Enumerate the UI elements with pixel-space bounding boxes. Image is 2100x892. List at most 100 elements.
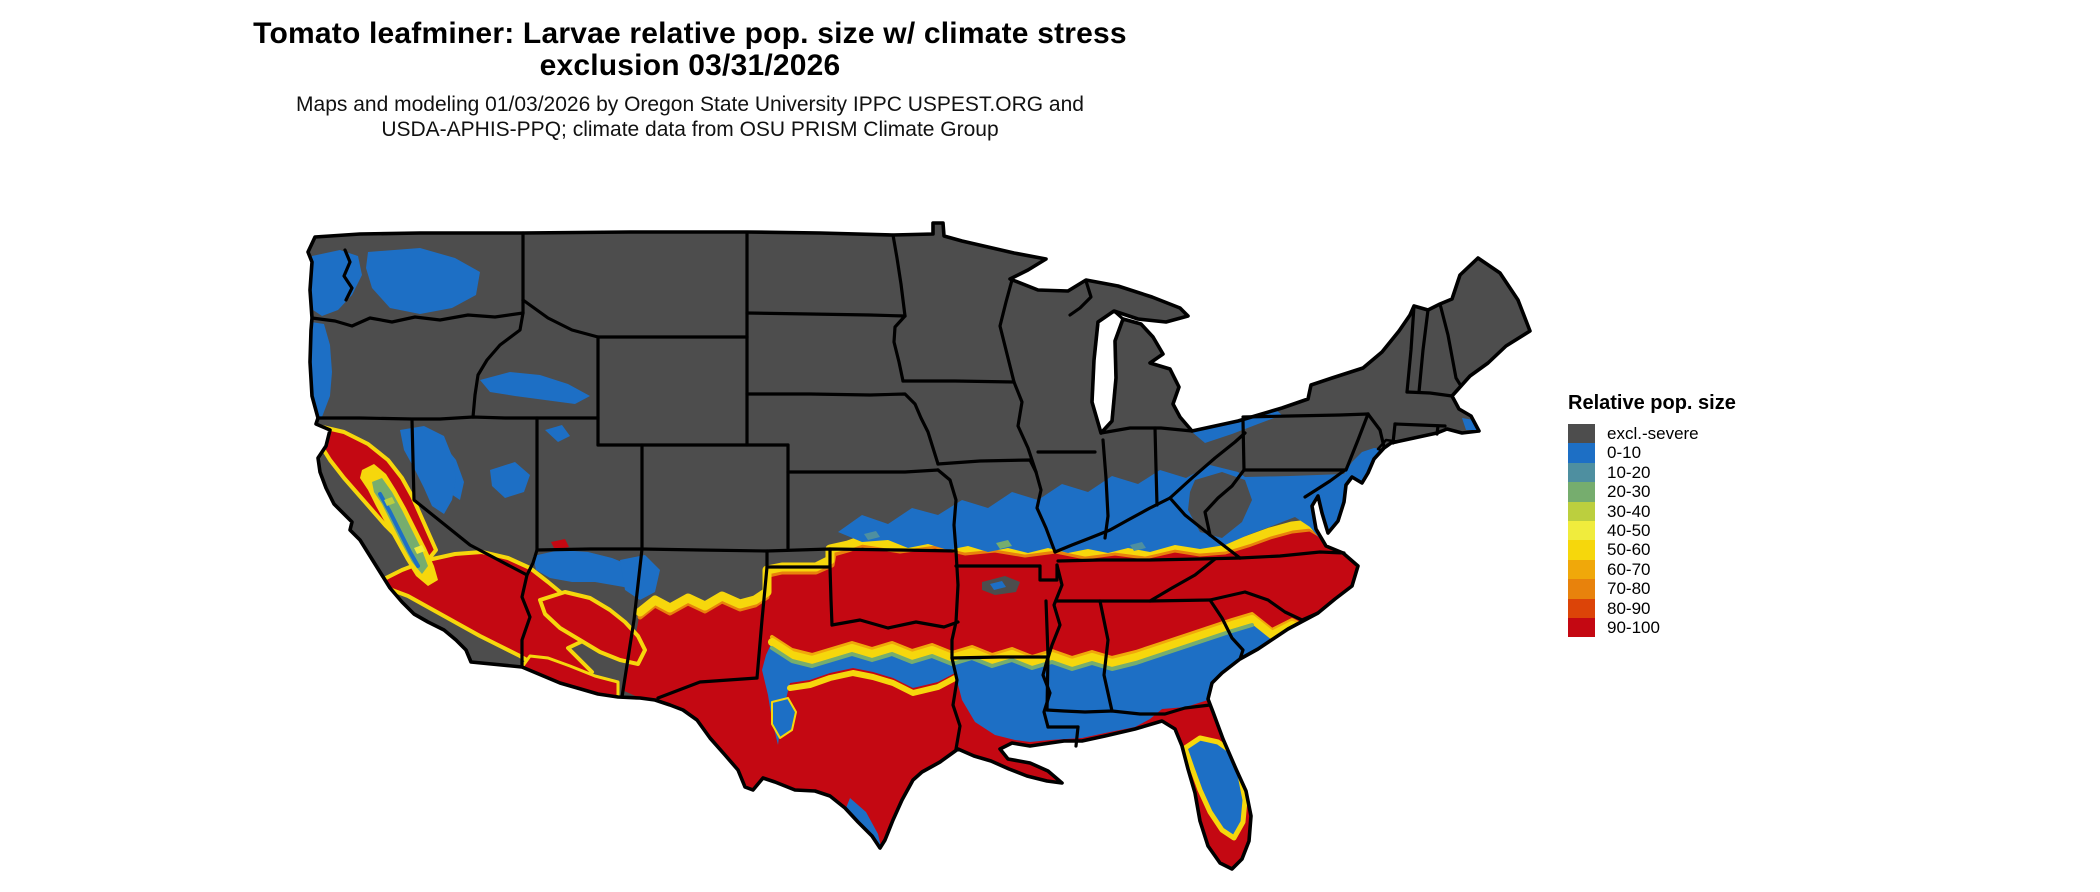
legend-swatch	[1568, 501, 1595, 521]
legend-swatch	[1568, 579, 1595, 599]
raster-zone-25	[1228, 879, 1238, 884]
legend-label: 60-70	[1607, 559, 1651, 579]
state-border-54	[1034, 470, 1057, 554]
state-border-3	[471, 311, 525, 419]
raster-zone-48	[414, 545, 425, 554]
population-raster-overlays	[310, 248, 1477, 884]
legend-item: 80-90	[1568, 598, 1798, 618]
state-border-47	[1238, 550, 1346, 560]
legend-item: 10-20	[1568, 462, 1798, 483]
state-border-65	[1366, 412, 1386, 449]
conus-outline	[306, 221, 1532, 871]
legend-swatch	[1568, 482, 1595, 502]
map-legend: Relative pop. size excl.-severe 0-10 10-20…	[1568, 392, 1798, 638]
legend-swatch	[1568, 559, 1595, 580]
legend-item: 20-30	[1568, 482, 1798, 502]
raster-zone-10	[996, 540, 1012, 549]
legend-swatch	[1568, 598, 1595, 618]
state-border-23	[830, 618, 960, 630]
state-border-19	[656, 676, 759, 700]
state-border-45	[1110, 703, 1212, 716]
legend-swatch	[1568, 443, 1595, 463]
legend-label: 30-40	[1607, 501, 1651, 521]
state-border-4	[316, 415, 600, 421]
raster-zone-11	[1130, 542, 1146, 551]
state-border-43	[1045, 708, 1114, 714]
raster-zone-42	[551, 539, 569, 550]
state-border-22	[828, 565, 834, 627]
raster-zone-31	[490, 462, 530, 498]
raster-zone-33	[376, 550, 594, 686]
state-border-16	[620, 547, 644, 699]
raster-zone-35	[538, 590, 647, 666]
state-border-29	[745, 392, 940, 466]
legend-swatch	[1568, 520, 1595, 541]
state-border-44	[1098, 599, 1114, 713]
legend-label: 10-20	[1607, 462, 1651, 482]
raster-zone-44	[401, 628, 410, 635]
state-border-31	[786, 468, 940, 474]
state-border-66	[1344, 412, 1370, 472]
state-border-56	[1101, 438, 1110, 540]
legend-item: 50-60	[1568, 540, 1798, 560]
state-border-26	[891, 233, 907, 318]
state-border-60	[1168, 496, 1242, 560]
legend-label: 50-60	[1607, 540, 1651, 560]
map-title-line2: exclusion 03/31/2026	[539, 49, 841, 82]
raster-zone-47	[384, 497, 395, 506]
state-border-24	[954, 549, 960, 624]
state-border-49	[1148, 557, 1217, 603]
state-border-37	[950, 620, 958, 660]
state-border-51	[1208, 598, 1245, 661]
legend-label: excl.-severe	[1607, 424, 1699, 443]
raster-zone-3	[838, 448, 1384, 553]
national-outline	[306, 221, 1532, 871]
state-border-61	[1203, 468, 1246, 537]
raster-zone-17	[768, 615, 1312, 667]
state-border-69	[1405, 390, 1454, 398]
raster-zone-2	[635, 519, 1339, 617]
legend-item: 30-40	[1568, 501, 1798, 521]
state-border-73	[1391, 422, 1397, 445]
state-border-7	[535, 547, 958, 553]
legend-swatch	[1568, 424, 1595, 444]
state-border-32	[936, 468, 958, 553]
map-subtitle-line1: Maps and modeling 01/03/2026 by Oregon S…	[296, 93, 1084, 116]
legend-swatch	[1568, 617, 1595, 638]
state-border-8	[525, 548, 539, 577]
legend-swatch	[1568, 462, 1595, 483]
raster-zone-38	[378, 492, 420, 568]
map-title-line1: Tomato leafminer: Larvae relative pop. s…	[253, 17, 1127, 50]
state-border-27	[892, 314, 907, 383]
state-border-18	[755, 565, 769, 680]
raster-zone-23	[1196, 874, 1206, 880]
state-border-59	[1053, 431, 1247, 554]
state-border-28	[901, 379, 1016, 384]
raster-zone-9	[864, 531, 880, 540]
state-borders	[310, 231, 1463, 751]
legend-label: 20-30	[1607, 482, 1651, 502]
raster-zone-28	[310, 322, 332, 417]
state-border-34	[1038, 563, 1059, 582]
state-border-39	[1041, 655, 1052, 729]
state-border-68	[1405, 304, 1416, 394]
legend-label: 0-10	[1607, 443, 1642, 463]
state-border-41	[1074, 725, 1080, 748]
legend-title: Relative pop. size	[1568, 392, 1736, 414]
state-border-42	[1044, 599, 1050, 712]
legend-item: 60-70	[1568, 559, 1798, 580]
state-border-76	[342, 248, 354, 302]
state-border-62	[1241, 419, 1246, 472]
state-border-5	[410, 418, 532, 669]
state-border-75	[1068, 279, 1093, 317]
legend-item: 40-50	[1568, 520, 1798, 541]
map-subtitle-line2: USDA-APHIS-PPQ; climate data from OSU PR…	[381, 118, 999, 141]
raster-zone-18	[770, 623, 1254, 671]
state-border-71	[1438, 302, 1463, 388]
legend-label: 90-100	[1607, 617, 1660, 637]
legend-rows: excl.-severe 0-10 10-20 20-30 30-40 40-50 50-6…	[1568, 424, 1798, 638]
raster-zone-20	[771, 697, 797, 739]
legend-item: 0-10	[1568, 443, 1798, 463]
